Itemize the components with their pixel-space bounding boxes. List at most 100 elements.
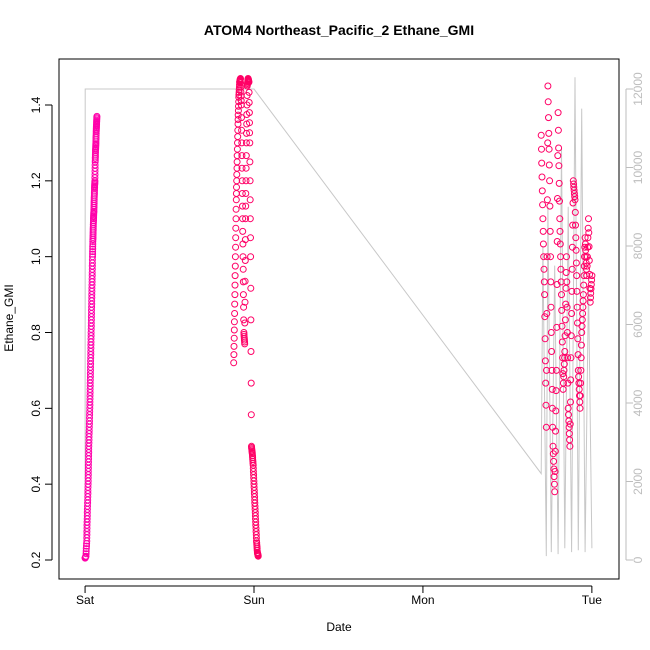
- data-point: [548, 385, 556, 393]
- data-point: [556, 197, 563, 205]
- y-tick-label: 1.2: [29, 172, 43, 189]
- data-points: [81, 75, 596, 562]
- y2-tick-label: 0: [631, 556, 645, 563]
- data-point: [577, 354, 585, 362]
- data-point: [238, 164, 246, 172]
- data-point: [247, 348, 255, 355]
- data-point: [241, 340, 249, 348]
- data-point: [245, 78, 253, 86]
- data-point: [573, 287, 581, 295]
- y2-tick-label: 12000: [631, 72, 645, 106]
- data-point: [574, 335, 582, 343]
- data-point: [585, 215, 592, 223]
- data-point: [242, 152, 250, 160]
- data-point: [587, 289, 595, 297]
- data-point: [563, 303, 571, 311]
- data-point: [572, 221, 579, 229]
- data-point: [548, 348, 556, 355]
- data-point: [82, 552, 90, 560]
- data-point: [588, 272, 596, 280]
- data-point: [557, 265, 565, 273]
- data-point: [232, 234, 240, 242]
- data-point: [566, 436, 574, 444]
- data-point: [568, 310, 576, 317]
- data-point: [572, 246, 580, 254]
- data-point: [233, 145, 241, 153]
- y-tick-label: 0.4: [29, 476, 43, 493]
- data-point: [237, 75, 244, 82]
- data-point: [239, 265, 247, 273]
- data-point: [558, 338, 566, 346]
- data-point: [540, 265, 548, 273]
- data-point: [568, 265, 576, 273]
- left-axis: 0.2 0.4 0.6 0.8 1.0 1.2 1.4: [29, 96, 53, 568]
- data-point: [537, 131, 545, 139]
- data-point: [247, 316, 255, 324]
- bottom-axis: Sat Sun Mon Tue: [76, 585, 603, 607]
- data-point: [239, 202, 246, 210]
- data-point: [240, 303, 248, 311]
- y-axis-label: Ethane_GMI: [2, 284, 16, 351]
- data-point: [234, 120, 242, 128]
- data-point: [242, 177, 250, 185]
- y-tick-label: 0.2: [29, 551, 43, 568]
- data-point: [586, 298, 594, 306]
- data-point: [567, 376, 575, 384]
- data-point: [569, 221, 577, 229]
- data-point: [242, 190, 250, 197]
- y2-tick-label: 6000: [631, 311, 645, 338]
- data-point: [234, 107, 242, 115]
- data-point: [566, 420, 574, 428]
- data-point: [234, 116, 242, 123]
- data-point: [546, 227, 554, 235]
- x-tick-label: Tue: [582, 593, 603, 607]
- data-point: [553, 323, 561, 331]
- data-point: [237, 79, 245, 87]
- data-point: [548, 366, 556, 374]
- data-point: [246, 158, 254, 166]
- data-point: [238, 114, 245, 122]
- data-point: [232, 205, 240, 213]
- plot-frame: [58, 58, 620, 580]
- data-point: [230, 342, 238, 350]
- data-point: [230, 359, 238, 367]
- data-point: [246, 177, 254, 185]
- data-point: [577, 379, 585, 387]
- data-point: [241, 298, 249, 306]
- data-point: [556, 240, 564, 248]
- data-point: [546, 202, 554, 210]
- data-point: [545, 129, 553, 137]
- data-point: [554, 109, 562, 117]
- data-point: [547, 303, 555, 311]
- data-point: [558, 291, 565, 299]
- data-point: [243, 129, 250, 137]
- y-tick-label: 0.6: [29, 400, 43, 417]
- data-point: [576, 404, 584, 412]
- data-point: [82, 547, 90, 555]
- data-point: [237, 83, 245, 91]
- data-point: [575, 373, 583, 381]
- data-point: [246, 129, 254, 137]
- data-point: [571, 196, 579, 204]
- data-point: [542, 379, 550, 387]
- data-point: [241, 277, 249, 285]
- y2-tick-label: 2000: [631, 468, 645, 495]
- data-point: [241, 257, 249, 264]
- data-point: [230, 351, 238, 359]
- y2-tick-label: 4000: [631, 389, 645, 416]
- data-point: [585, 243, 593, 251]
- data-point: [567, 398, 574, 406]
- data-point: [554, 152, 562, 160]
- data-point: [539, 215, 547, 223]
- data-point: [91, 161, 99, 169]
- data-point: [571, 193, 579, 201]
- data-point: [233, 158, 241, 166]
- data-point: [89, 250, 97, 258]
- data-point: [562, 284, 570, 292]
- data-point: [538, 159, 546, 167]
- data-point: [539, 201, 547, 209]
- data-point: [245, 88, 253, 96]
- data-point: [232, 215, 240, 223]
- data-point: [239, 215, 247, 223]
- data-point: [238, 152, 246, 160]
